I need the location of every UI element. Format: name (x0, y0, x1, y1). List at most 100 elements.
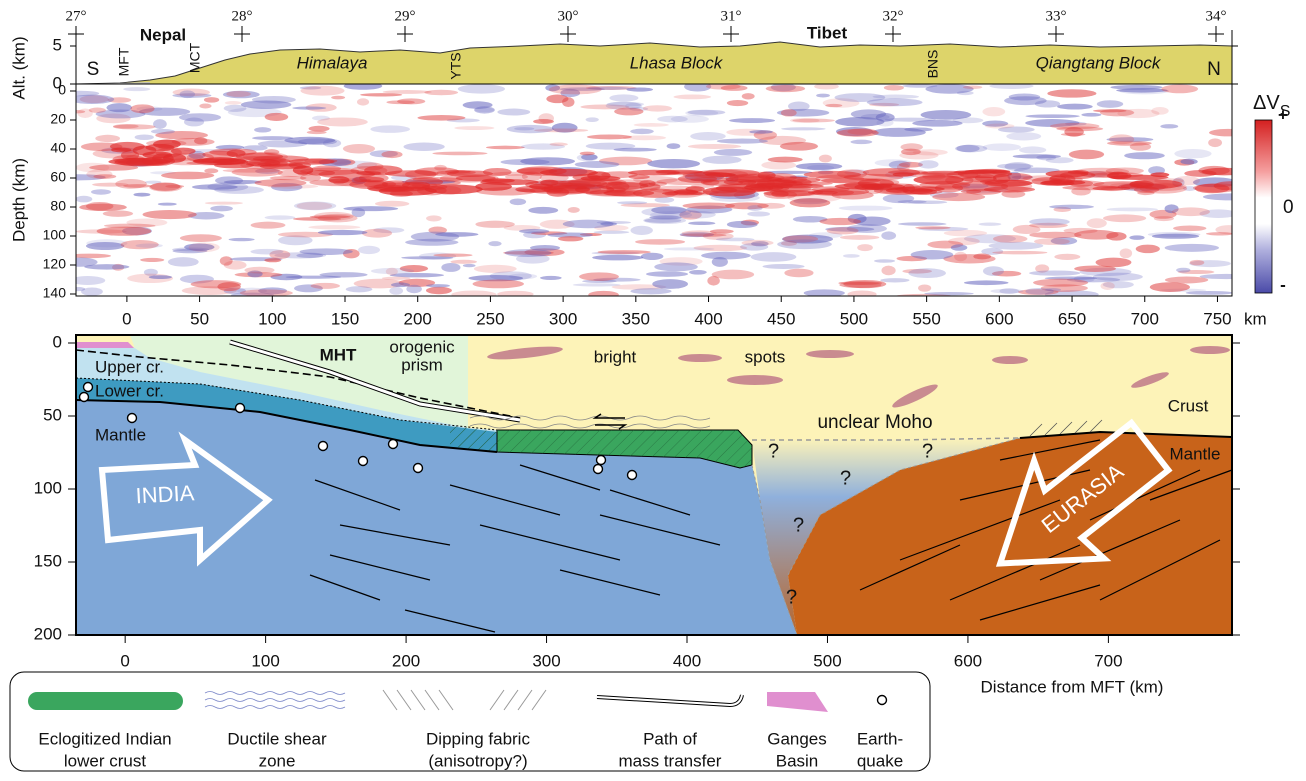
tomography-blob (687, 110, 725, 115)
tomography-blob (1176, 268, 1190, 273)
tomography-blob (809, 232, 843, 238)
earthquake (128, 414, 137, 423)
y-tick-label: 5 (53, 35, 62, 54)
tomography-blob (780, 142, 818, 151)
tomography-blob (915, 226, 950, 229)
earthquake (414, 464, 423, 473)
tomography-blob (654, 262, 698, 271)
tomography-blob (586, 117, 599, 122)
x-tick-label: 700 (1131, 309, 1159, 328)
question-mark: ? (786, 586, 797, 608)
tomography-blob (550, 143, 568, 146)
region-label: Mantle (95, 425, 146, 444)
region-label: MHT (320, 345, 357, 364)
y-tick-label: 20 (50, 111, 66, 127)
tomography-blob (626, 87, 653, 91)
tomography-blob (1025, 114, 1079, 118)
tomography-blob (690, 177, 733, 181)
tomography-blob (104, 224, 155, 228)
tomography-blob (497, 109, 530, 116)
tomography-blob (189, 243, 220, 253)
tomography-blob (761, 161, 796, 170)
longitude-cross (1048, 26, 1064, 42)
tomography-blob (516, 254, 550, 264)
place-label: Tibet (807, 23, 848, 42)
tomography-blob (1165, 244, 1219, 252)
x-tick-label: 500 (840, 309, 868, 328)
tomography-blob (204, 97, 219, 103)
tomography-blob (997, 164, 1033, 169)
tomography-blob (210, 206, 233, 212)
tomography-blob (205, 202, 243, 205)
tomography-blob (742, 93, 755, 99)
tomography-blob (375, 201, 409, 207)
tomography-blob (299, 248, 352, 255)
x-tick-label: 400 (694, 309, 722, 328)
tomography-blob (985, 123, 1014, 128)
longitude-cross (723, 26, 739, 42)
y-tick-label: 0 (53, 73, 62, 92)
tomography-blob (386, 268, 398, 276)
tomography-blob (68, 254, 111, 259)
tomography-blob (1029, 270, 1080, 275)
tomography-blob (588, 291, 619, 299)
tomography-blob (1081, 171, 1120, 178)
tomography-blob (982, 107, 1005, 116)
tomography-blob (437, 170, 476, 175)
tomography-blob (386, 100, 415, 104)
tomography-blob (294, 202, 336, 211)
tomography-blob (1025, 288, 1054, 295)
tomography-blob (1215, 225, 1241, 234)
tomography-blob (370, 125, 410, 133)
x-tick-label: 300 (532, 651, 560, 670)
tomography-blob (1161, 85, 1198, 94)
tomography-blob (192, 184, 238, 189)
tomography-blob (1034, 238, 1070, 245)
tomography-blob (839, 206, 893, 211)
longitude-cross (68, 26, 84, 42)
tomography-blob (540, 276, 562, 280)
y-tick-label: 100 (34, 478, 62, 497)
tomography-blob (837, 129, 879, 137)
tomography-blob (641, 207, 691, 217)
tomography-blob (573, 283, 621, 286)
tomography-blob (664, 247, 714, 250)
x-tick-label: 50 (190, 309, 209, 328)
x-tick-label: 350 (622, 309, 650, 328)
tomography-blob (214, 162, 254, 168)
tomography-blob (558, 236, 583, 241)
question-mark: ? (840, 467, 851, 489)
tomography-blob (714, 149, 752, 156)
tomography-blob (244, 267, 274, 274)
legend-label: Ductile shear (227, 729, 327, 748)
tomography-blob (983, 266, 1004, 276)
tomography-blob (179, 113, 221, 121)
tomography-blob (240, 289, 293, 296)
tomography-blob (840, 235, 879, 240)
tomography-blob (298, 138, 337, 145)
legend-label: mass transfer (619, 751, 722, 770)
tomography-blob (1081, 113, 1101, 117)
tomography-blob (843, 254, 860, 258)
tomography-blob (682, 172, 732, 178)
tomography-blob (673, 94, 711, 99)
x-tick-label: 100 (251, 651, 279, 670)
tomography-blob (819, 218, 861, 225)
x-tick-label: 550 (912, 309, 940, 328)
tomography-blob (1129, 235, 1144, 239)
tomography-blob (835, 93, 886, 102)
y-tick-label: 100 (43, 227, 67, 243)
tomography-blob (1180, 159, 1197, 165)
tomography-blob (652, 279, 688, 289)
tomography-blob (113, 124, 139, 128)
tomography-blob (225, 101, 242, 105)
tomography-blob (1013, 154, 1061, 158)
legend-label: (anisotropy?) (428, 751, 527, 770)
x-tick-label: 200 (404, 309, 432, 328)
tomography-blob (1107, 207, 1158, 211)
tomography-blob (533, 119, 554, 124)
tomography-blob (264, 258, 281, 262)
tomography-blob (1174, 149, 1211, 158)
tomography-blob (463, 264, 476, 267)
earthquake (594, 465, 603, 474)
